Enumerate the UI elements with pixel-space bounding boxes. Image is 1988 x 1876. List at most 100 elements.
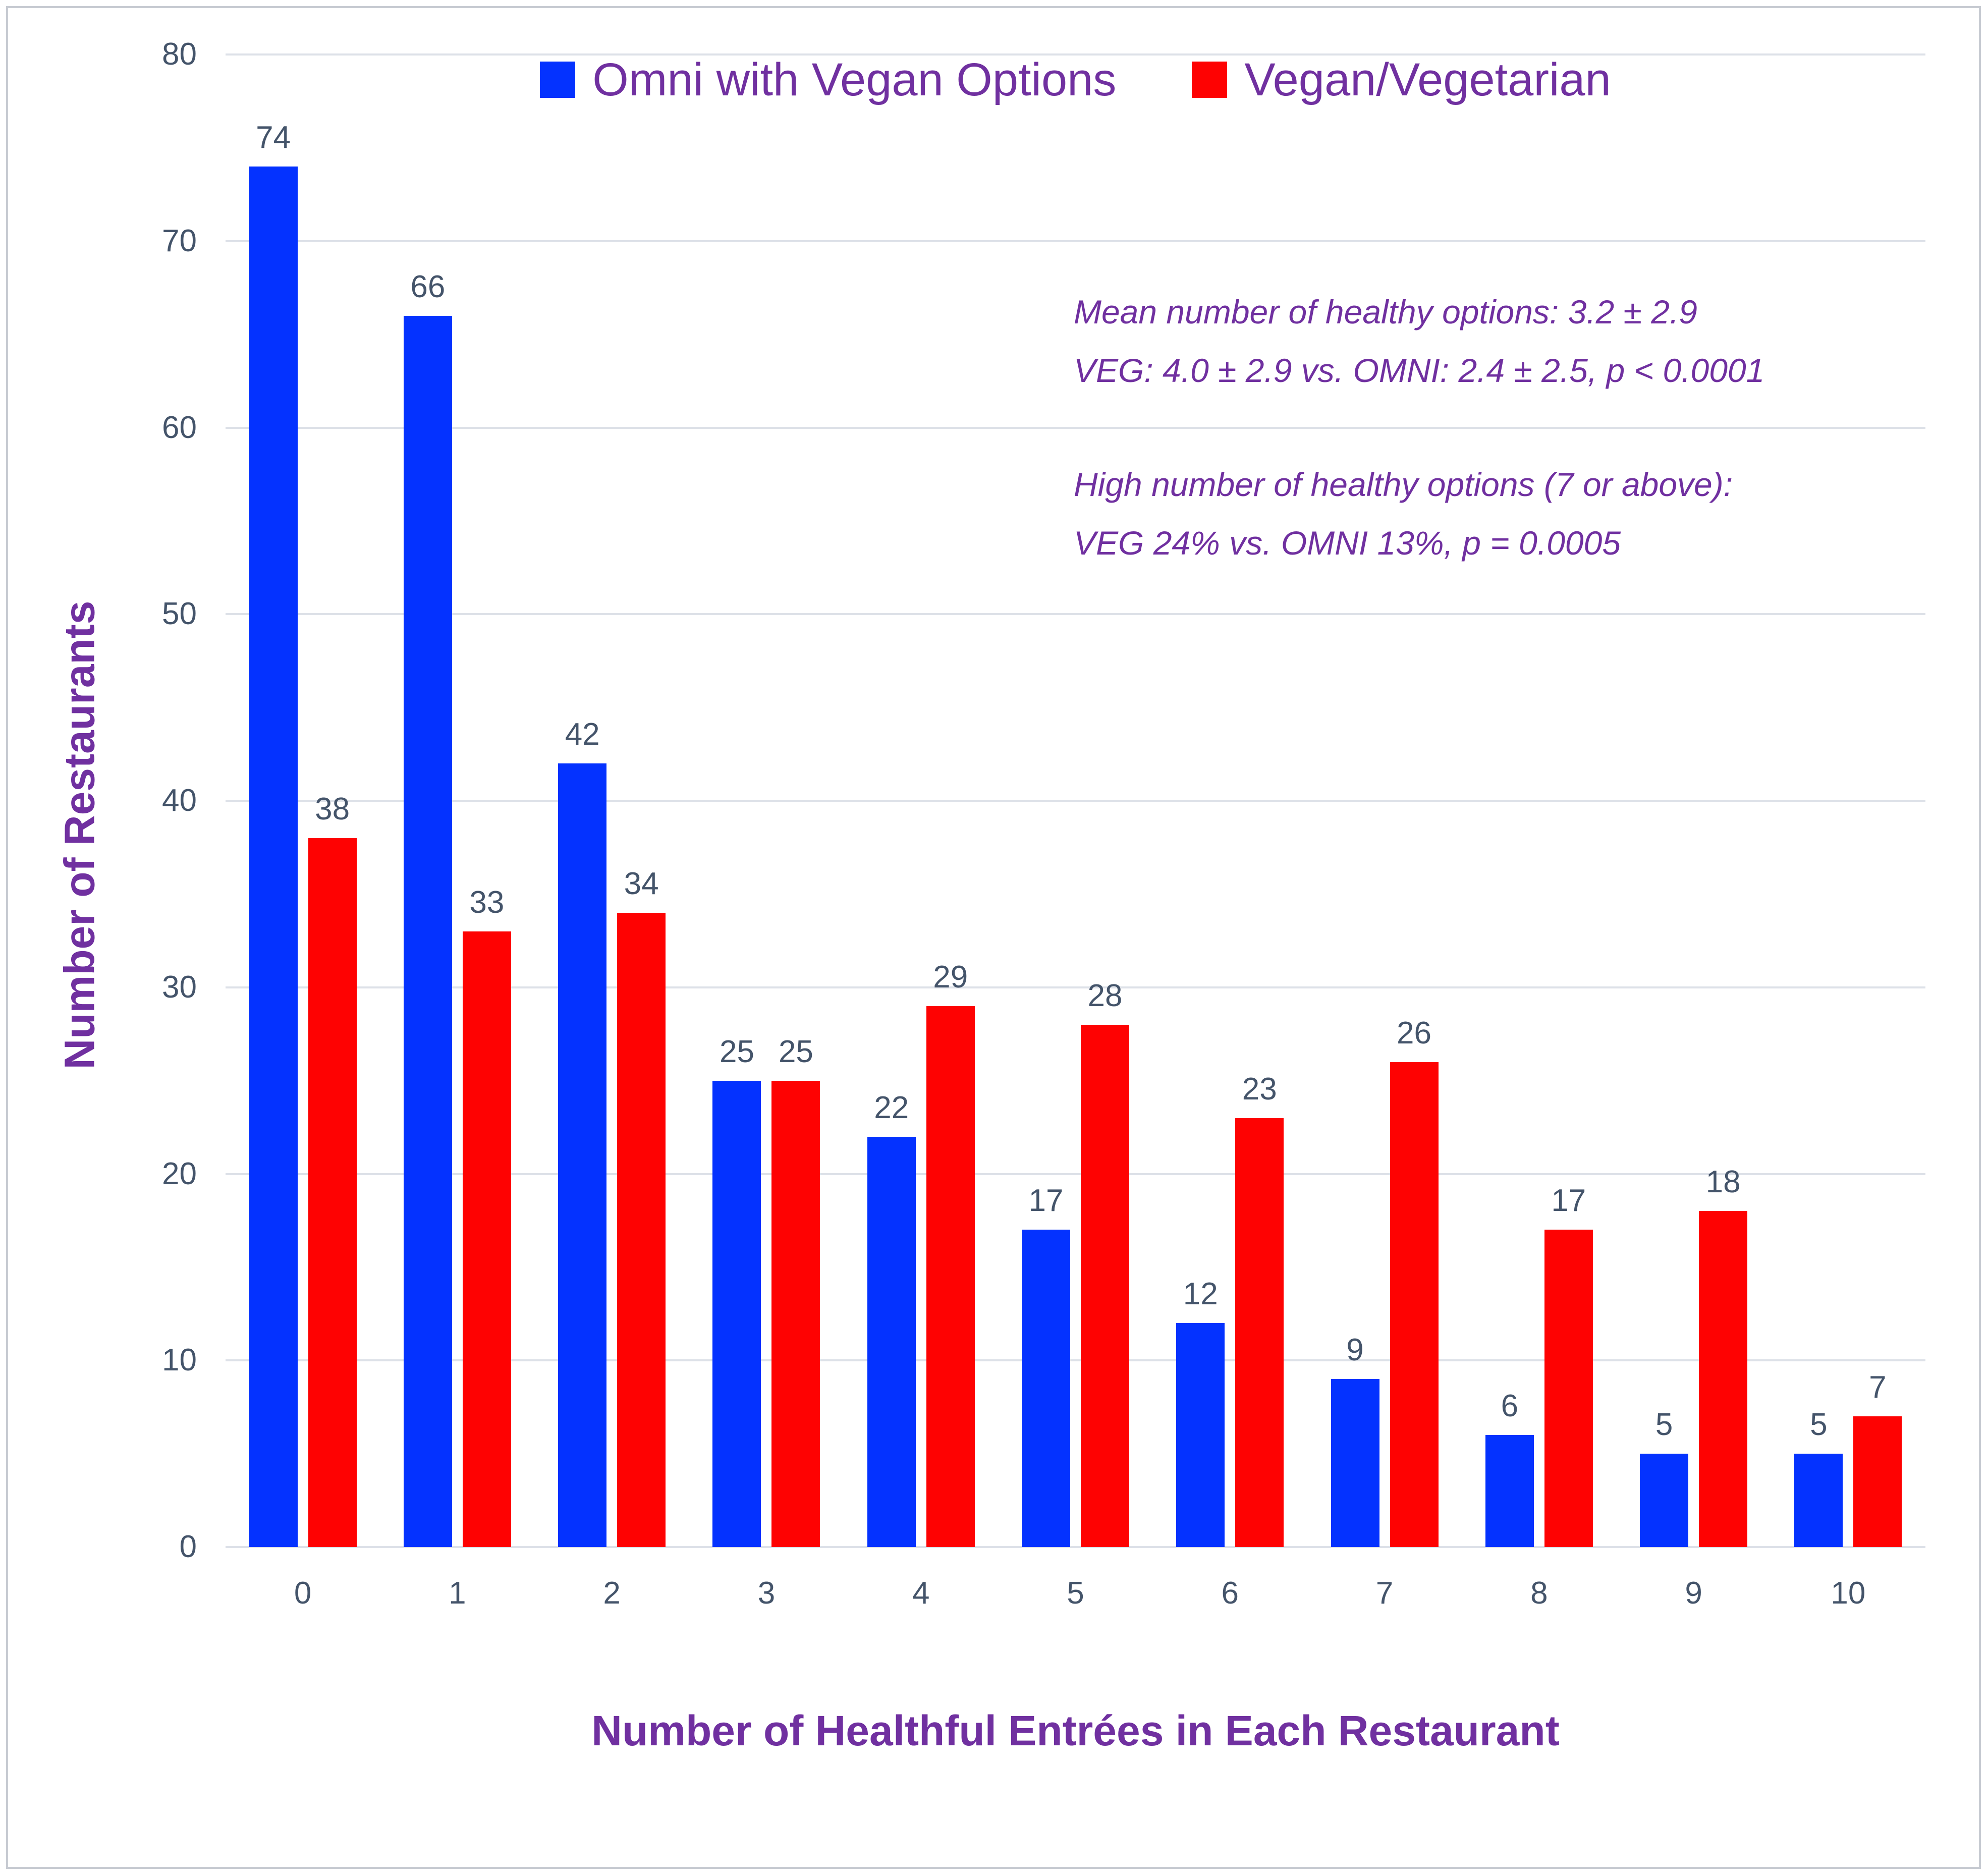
bar-omni-x1	[403, 315, 452, 1547]
category-9: 5 18 9	[1616, 54, 1771, 1611]
category-3: 25 25 3	[689, 54, 844, 1611]
x-axis-tick-label-9: 9	[1685, 1576, 1702, 1611]
legend-label-omni: Omni with Vegan Options	[592, 53, 1117, 105]
annotation-high-options: High number of healthy options (7 or abo…	[1074, 455, 1733, 572]
y-axis-tick-label-60: 60	[162, 410, 197, 445]
bar-value-label-veg-x10: 7	[1869, 1370, 1887, 1405]
bar-veg-x8	[1544, 1230, 1593, 1547]
bar-veg-x7	[1390, 1062, 1439, 1547]
legend-item-omni: Omni with Vegan Options	[540, 53, 1116, 106]
bar-value-label-veg-x6: 23	[1242, 1071, 1277, 1107]
legend: Omni with Vegan Options Vegan/Vegetarian	[226, 50, 1925, 109]
y-axis-tick-labels: 0 10 20 30 40 50 60 70 80	[71, 37, 197, 1564]
bar-omni-x6	[1176, 1323, 1225, 1547]
annotation-mean-line1: Mean number of healthy options: 3.2 ± 2.…	[1074, 293, 1697, 330]
bar-omni-x0	[249, 166, 298, 1547]
bar-value-label-veg-x2: 34	[624, 866, 659, 901]
gridline-y-40	[226, 800, 1925, 802]
chart-frame	[6, 6, 1981, 1869]
y-axis-tick-label-70: 70	[162, 223, 197, 258]
x-axis-tick-label-8: 8	[1530, 1576, 1548, 1611]
category-6: 12 23 6	[1153, 54, 1307, 1611]
plot-area: 74 38 0 66 33 1 42 34 2 25 25 3 22 29 4 17 28 5 12 23 6 9 26 7 6…	[226, 53, 1925, 1611]
category-8: 6 17 8	[1462, 54, 1616, 1611]
bar-omni-x9	[1640, 1454, 1689, 1547]
gridline-y-0	[226, 1546, 1925, 1548]
y-axis-tick-label-40: 40	[162, 783, 197, 818]
y-axis-tick-label-10: 10	[162, 1343, 197, 1378]
bar-omni-x7	[1331, 1379, 1379, 1547]
gridline-y-80	[226, 53, 1925, 56]
bar-value-label-omni-x8: 6	[1501, 1389, 1519, 1424]
bar-veg-x1	[462, 931, 511, 1547]
bar-veg-x4	[926, 1006, 975, 1547]
x-axis-tick-label-10: 10	[1831, 1576, 1866, 1611]
gridline-y-20	[226, 1173, 1925, 1175]
bar-veg-x6	[1235, 1118, 1284, 1547]
legend-swatch-veg	[1192, 62, 1228, 98]
bar-veg-x10	[1853, 1416, 1902, 1547]
x-axis-tick-label-2: 2	[603, 1576, 621, 1611]
annotation-mean-options: Mean number of healthy options: 3.2 ± 2.…	[1074, 283, 1764, 400]
x-axis-title: Number of Healthful Entrées in Each Rest…	[591, 1707, 1560, 1754]
bar-value-label-veg-x5: 28	[1087, 978, 1123, 1013]
bar-veg-x3	[771, 1080, 820, 1547]
bar-omni-x10	[1794, 1454, 1843, 1547]
y-axis-tick-label-50: 50	[162, 596, 197, 632]
x-axis-tick-label-7: 7	[1375, 1576, 1394, 1611]
category-0: 74 38 0	[226, 54, 380, 1611]
legend-item-veg: Vegan/Vegetarian	[1192, 53, 1611, 106]
x-axis-tick-label-3: 3	[757, 1576, 776, 1611]
bar-value-label-omni-x10: 5	[1810, 1407, 1828, 1443]
bar-veg-x0	[308, 838, 357, 1547]
x-axis-tick-label-4: 4	[912, 1576, 930, 1611]
bar-omni-x5	[1021, 1230, 1070, 1547]
bar-value-label-omni-x2: 42	[565, 717, 600, 752]
y-axis-tick-label-0: 0	[179, 1529, 197, 1564]
bar-value-label-omni-x6: 12	[1183, 1277, 1218, 1312]
bar-value-label-veg-x7: 26	[1397, 1015, 1432, 1051]
bar-value-label-veg-x4: 29	[933, 959, 968, 995]
category-7: 9 26 7	[1307, 54, 1462, 1611]
bar-value-label-omni-x0: 74	[256, 120, 291, 155]
legend-swatch-omni	[540, 62, 576, 98]
bar-omni-x3	[712, 1080, 761, 1547]
x-axis-tick-label-6: 6	[1221, 1576, 1239, 1611]
bar-value-label-veg-x3: 25	[778, 1034, 813, 1069]
x-axis-tick-label-0: 0	[294, 1576, 312, 1611]
bar-value-label-omni-x3: 25	[719, 1034, 754, 1069]
category-10: 5 7 10	[1771, 54, 1925, 1611]
bar-value-label-omni-x1: 66	[410, 269, 446, 304]
bar-value-label-veg-x8: 17	[1551, 1183, 1586, 1219]
annotation-high-line1: High number of healthy options (7 or abo…	[1074, 466, 1733, 503]
gridline-y-60	[226, 426, 1925, 429]
bar-omni-x2	[558, 763, 607, 1547]
y-axis-tick-label-80: 80	[162, 37, 197, 72]
x-axis-tick-label-5: 5	[1067, 1576, 1084, 1611]
category-5: 17 28 5	[998, 54, 1152, 1611]
annotation-high-line2: VEG 24% vs. OMNI 13%, p = 0.0005	[1074, 524, 1621, 562]
bar-value-label-veg-x1: 33	[469, 885, 505, 920]
gridline-y-10	[226, 1359, 1925, 1362]
bar-value-label-omni-x4: 22	[874, 1090, 909, 1125]
category-1: 66 33 1	[380, 54, 534, 1611]
bar-veg-x9	[1699, 1211, 1748, 1547]
bar-veg-x5	[1080, 1024, 1129, 1547]
bar-value-label-omni-x5: 17	[1028, 1183, 1064, 1219]
y-axis-tick-label-30: 30	[162, 969, 197, 1005]
bar-veg-x2	[617, 912, 666, 1547]
category-2: 42 34 2	[535, 54, 689, 1611]
bar-value-label-omni-x7: 9	[1346, 1333, 1364, 1368]
bar-value-label-veg-x9: 18	[1705, 1165, 1741, 1200]
category-4: 22 29 4	[844, 54, 998, 1611]
x-axis-tick-label-1: 1	[449, 1576, 466, 1611]
annotation-mean-line2: VEG: 4.0 ± 2.9 vs. OMNI: 2.4 ± 2.5, p < …	[1074, 352, 1765, 389]
gridline-y-70	[226, 240, 1925, 242]
gridline-y-50	[226, 613, 1925, 616]
bar-omni-x8	[1485, 1435, 1534, 1547]
bar-value-label-veg-x0: 38	[315, 791, 350, 826]
bar-value-label-omni-x9: 5	[1655, 1407, 1673, 1443]
legend-label-veg: Vegan/Vegetarian	[1244, 53, 1611, 105]
gridline-y-30	[226, 986, 1925, 988]
